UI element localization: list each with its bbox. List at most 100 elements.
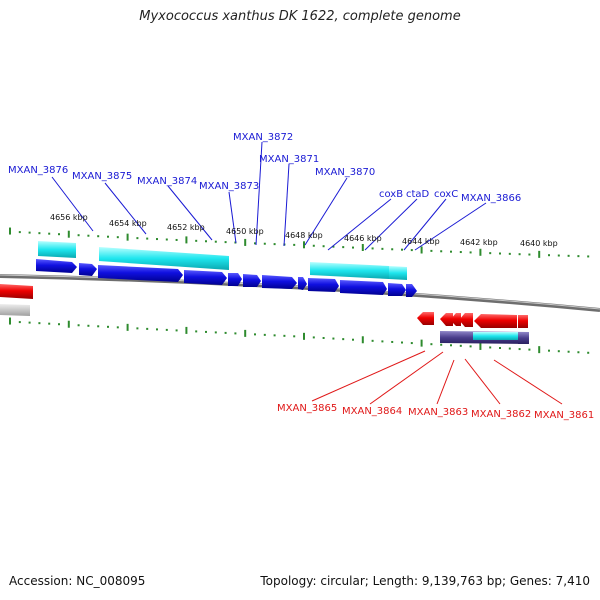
minor-tick — [352, 338, 354, 341]
minor-tick — [214, 240, 217, 243]
reverse-leader-lines — [311, 350, 563, 405]
leader-line — [464, 358, 501, 405]
gene-label: MXAN_3864 — [342, 406, 402, 417]
minor-tick — [293, 335, 296, 338]
minor-tick — [459, 251, 462, 254]
minor-tick — [77, 234, 80, 237]
major-tick — [9, 317, 11, 325]
scale-label: 4656 kbp — [50, 213, 88, 222]
forward-gene-arrow — [184, 270, 227, 285]
gene-label: MXAN_3875 — [72, 171, 132, 182]
scale-label: 4654 kbp — [109, 219, 147, 228]
minor-tick — [18, 321, 21, 324]
minor-tick — [77, 324, 80, 327]
forward-gene-track — [36, 259, 417, 297]
major-tick — [244, 238, 247, 246]
minor-tick — [283, 334, 286, 337]
minor-tick — [371, 247, 374, 250]
minor-tick — [136, 237, 139, 240]
major-tick — [185, 236, 188, 244]
minor-tick — [587, 255, 590, 258]
minor-tick — [440, 343, 443, 346]
minor-tick — [146, 327, 149, 330]
forward-gene-arrow — [243, 274, 261, 287]
minor-tick — [548, 349, 550, 352]
major-tick — [361, 336, 364, 344]
minor-tick — [205, 240, 207, 243]
leader-line — [104, 182, 147, 235]
leader-line — [167, 185, 213, 241]
forward-gene-arrow — [406, 284, 417, 297]
minor-tick — [214, 331, 217, 334]
major-tick — [303, 332, 305, 340]
minor-tick — [322, 336, 325, 339]
leader-line — [327, 198, 392, 251]
minor-tick — [518, 253, 521, 256]
minor-tick — [401, 248, 403, 251]
cyan-feature — [389, 266, 407, 280]
minor-tick — [18, 231, 21, 234]
minor-tick — [175, 329, 178, 332]
major-tick — [361, 243, 364, 251]
minor-tick — [557, 350, 560, 353]
gene-label: MXAN_3866 — [461, 193, 521, 204]
gene-label: MXAN_3872 — [233, 132, 293, 143]
minor-tick — [332, 245, 335, 248]
gene-label: coxB — [379, 189, 403, 200]
minor-tick — [469, 251, 472, 254]
reverse-gene-partial — [0, 284, 33, 299]
gene-label: MXAN_3861 — [534, 410, 594, 421]
minor-tick — [371, 339, 374, 342]
leader-line — [414, 202, 487, 251]
major-tick — [244, 329, 247, 337]
minor-tick — [156, 328, 158, 331]
minor-tick — [58, 233, 60, 236]
leader-line — [311, 350, 426, 402]
reverse-feature-track — [440, 331, 529, 344]
reverse-gene-track — [417, 312, 528, 328]
cyan-feature-track — [38, 241, 407, 280]
minor-tick — [528, 348, 531, 351]
minor-tick — [342, 338, 345, 341]
major-tick — [126, 323, 129, 331]
cyan-feature — [310, 262, 389, 279]
scale-label: 4646 kbp — [344, 234, 382, 243]
gene-label: MXAN_3870 — [315, 167, 375, 178]
minor-tick — [410, 342, 413, 345]
minor-tick — [254, 242, 256, 245]
minor-tick — [557, 254, 560, 257]
minor-tick — [116, 326, 119, 329]
cyan-feature — [473, 332, 518, 340]
forward-gene-arrow — [308, 278, 339, 292]
major-tick — [67, 230, 70, 238]
minor-tick — [508, 347, 511, 350]
gene-label: MXAN_3874 — [137, 176, 197, 187]
forward-gene-arrow — [388, 283, 406, 296]
minor-tick — [342, 246, 345, 249]
minor-tick — [195, 330, 198, 333]
scale-label: 4652 kbp — [167, 223, 205, 232]
minor-tick — [254, 333, 256, 336]
reverse-gene-arrow — [518, 315, 528, 328]
map-title: Myxococcus xanthus DK 1622, complete gen… — [139, 9, 461, 24]
minor-tick — [312, 336, 315, 339]
minor-tick — [38, 322, 41, 325]
minor-tick — [28, 321, 31, 324]
minor-tick — [440, 250, 443, 253]
minor-tick — [87, 324, 90, 327]
minor-tick — [273, 334, 276, 337]
major-tick — [538, 250, 541, 258]
minor-tick — [234, 241, 237, 244]
minor-tick — [518, 348, 521, 351]
major-tick — [9, 227, 11, 235]
minor-tick — [430, 249, 433, 252]
minor-tick — [381, 340, 384, 343]
minor-tick — [87, 234, 90, 237]
minor-tick — [136, 327, 139, 330]
minor-tick — [48, 232, 51, 235]
reverse-gene-arrow — [474, 314, 517, 328]
scale-label: 4650 kbp — [226, 227, 264, 236]
minor-tick — [156, 238, 158, 241]
minor-tick — [107, 235, 109, 238]
